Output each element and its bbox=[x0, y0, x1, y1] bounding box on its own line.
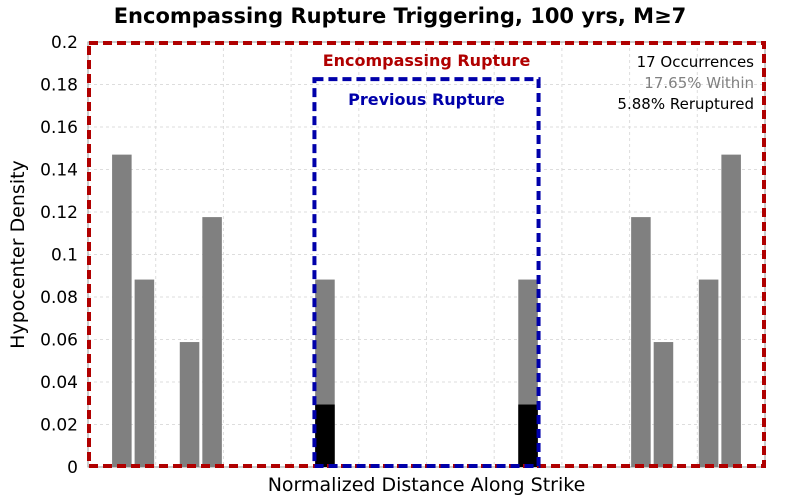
previous-rupture-label: Previous Rupture bbox=[348, 90, 505, 109]
density-bar bbox=[653, 342, 674, 467]
y-tick-label: 0.02 bbox=[40, 416, 78, 436]
y-tick-label: 0 bbox=[67, 458, 78, 478]
encompassing-rupture-box bbox=[87, 41, 766, 468]
occurrences-count: 17 Occurrences bbox=[637, 53, 755, 71]
bars bbox=[112, 154, 741, 467]
x-axis-label: Normalized Distance Along Strike bbox=[268, 474, 586, 496]
y-tick-label: 0.08 bbox=[40, 288, 78, 308]
y-axis-label: Hypocenter Density bbox=[7, 160, 29, 349]
density-bar bbox=[112, 154, 132, 467]
density-bar bbox=[721, 154, 741, 467]
y-tick-label: 0.14 bbox=[40, 161, 78, 181]
density-bar bbox=[631, 217, 651, 467]
reruptured-bar bbox=[518, 404, 538, 467]
previous-rupture-box bbox=[312, 77, 541, 468]
y-tick-label: 0.06 bbox=[40, 331, 78, 351]
chart-title: Encompassing Rupture Triggering, 100 yrs… bbox=[114, 4, 687, 28]
density-bar bbox=[134, 279, 155, 467]
y-tick-label: 0.18 bbox=[40, 76, 78, 96]
encompassing-rupture-label: Encompassing Rupture bbox=[323, 51, 531, 70]
annotations: 17 Occurrences 17.65% Within 5.88% Reruptu… bbox=[617, 53, 754, 113]
y-tick-label: 0.2 bbox=[51, 33, 78, 53]
rupture-regions: Encompassing Rupture Previous Rupture bbox=[87, 41, 766, 468]
reruptured-bar bbox=[315, 404, 335, 467]
density-bar bbox=[202, 217, 222, 467]
reruptured-percent: 5.88% Reruptured bbox=[617, 95, 754, 113]
grid-lines bbox=[88, 41, 765, 468]
y-tick-label: 0.04 bbox=[40, 373, 78, 393]
y-tick-label: 0.16 bbox=[40, 118, 78, 138]
y-axis-ticks: 0 0.02 0.04 0.06 0.08 0.1 0.12 0.14 0.16 0.18 0.2 bbox=[40, 33, 78, 478]
y-tick-label: 0.12 bbox=[40, 203, 78, 223]
density-bar bbox=[698, 279, 719, 467]
y-tick-label: 0.1 bbox=[51, 246, 78, 266]
density-bar bbox=[179, 342, 200, 467]
within-percent: 17.65% Within bbox=[644, 74, 754, 92]
